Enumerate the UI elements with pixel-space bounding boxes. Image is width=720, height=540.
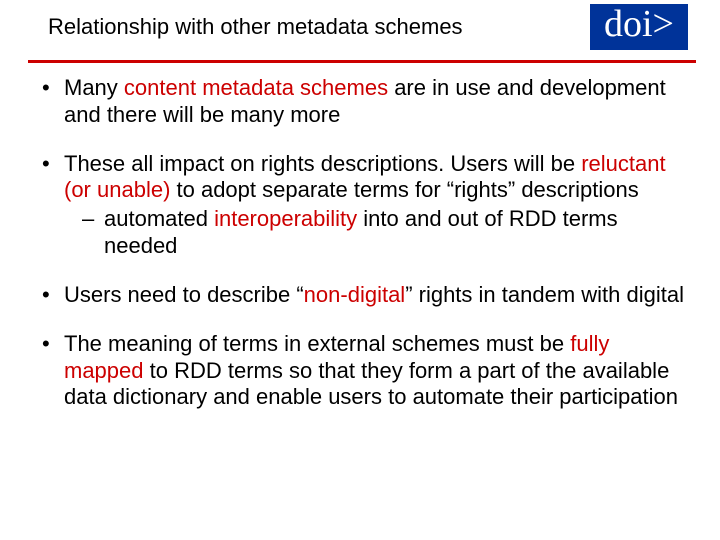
bullet-text: ” rights in tandem with digital [405,282,684,307]
doi-logo: doi> [590,4,688,50]
bullet-item: The meaning of terms in external schemes… [36,331,684,411]
bullet-text: Users need to describe “ [64,282,304,307]
slide-body: Many content metadata schemes are in use… [0,63,720,411]
bullet-text-emphasis: interoperability [214,206,357,231]
bullet-text-emphasis: non-digital [304,282,406,307]
bullet-text-emphasis: content metadata schemes [124,75,388,100]
bullet-text: to adopt separate terms for “rights” des… [170,177,638,202]
bullet-list: Many content metadata schemes are in use… [36,75,684,411]
bullet-text: These all impact on rights descriptions.… [64,151,581,176]
bullet-text: automated [104,206,214,231]
bullet-item: These all impact on rights descriptions.… [36,151,684,260]
sub-bullet-item: automated interoperability into and out … [64,206,684,260]
slide-header: Relationship with other metadata schemes… [0,0,720,60]
bullet-item: Many content metadata schemes are in use… [36,75,684,129]
bullet-item: Users need to describe “non-digital” rig… [36,282,684,309]
bullet-text: The meaning of terms in external schemes… [64,331,570,356]
sub-bullet-list: automated interoperability into and out … [64,206,684,260]
slide-title: Relationship with other metadata schemes [48,8,463,40]
bullet-text: to RDD terms so that they form a part of… [64,358,678,410]
bullet-text: Many [64,75,124,100]
